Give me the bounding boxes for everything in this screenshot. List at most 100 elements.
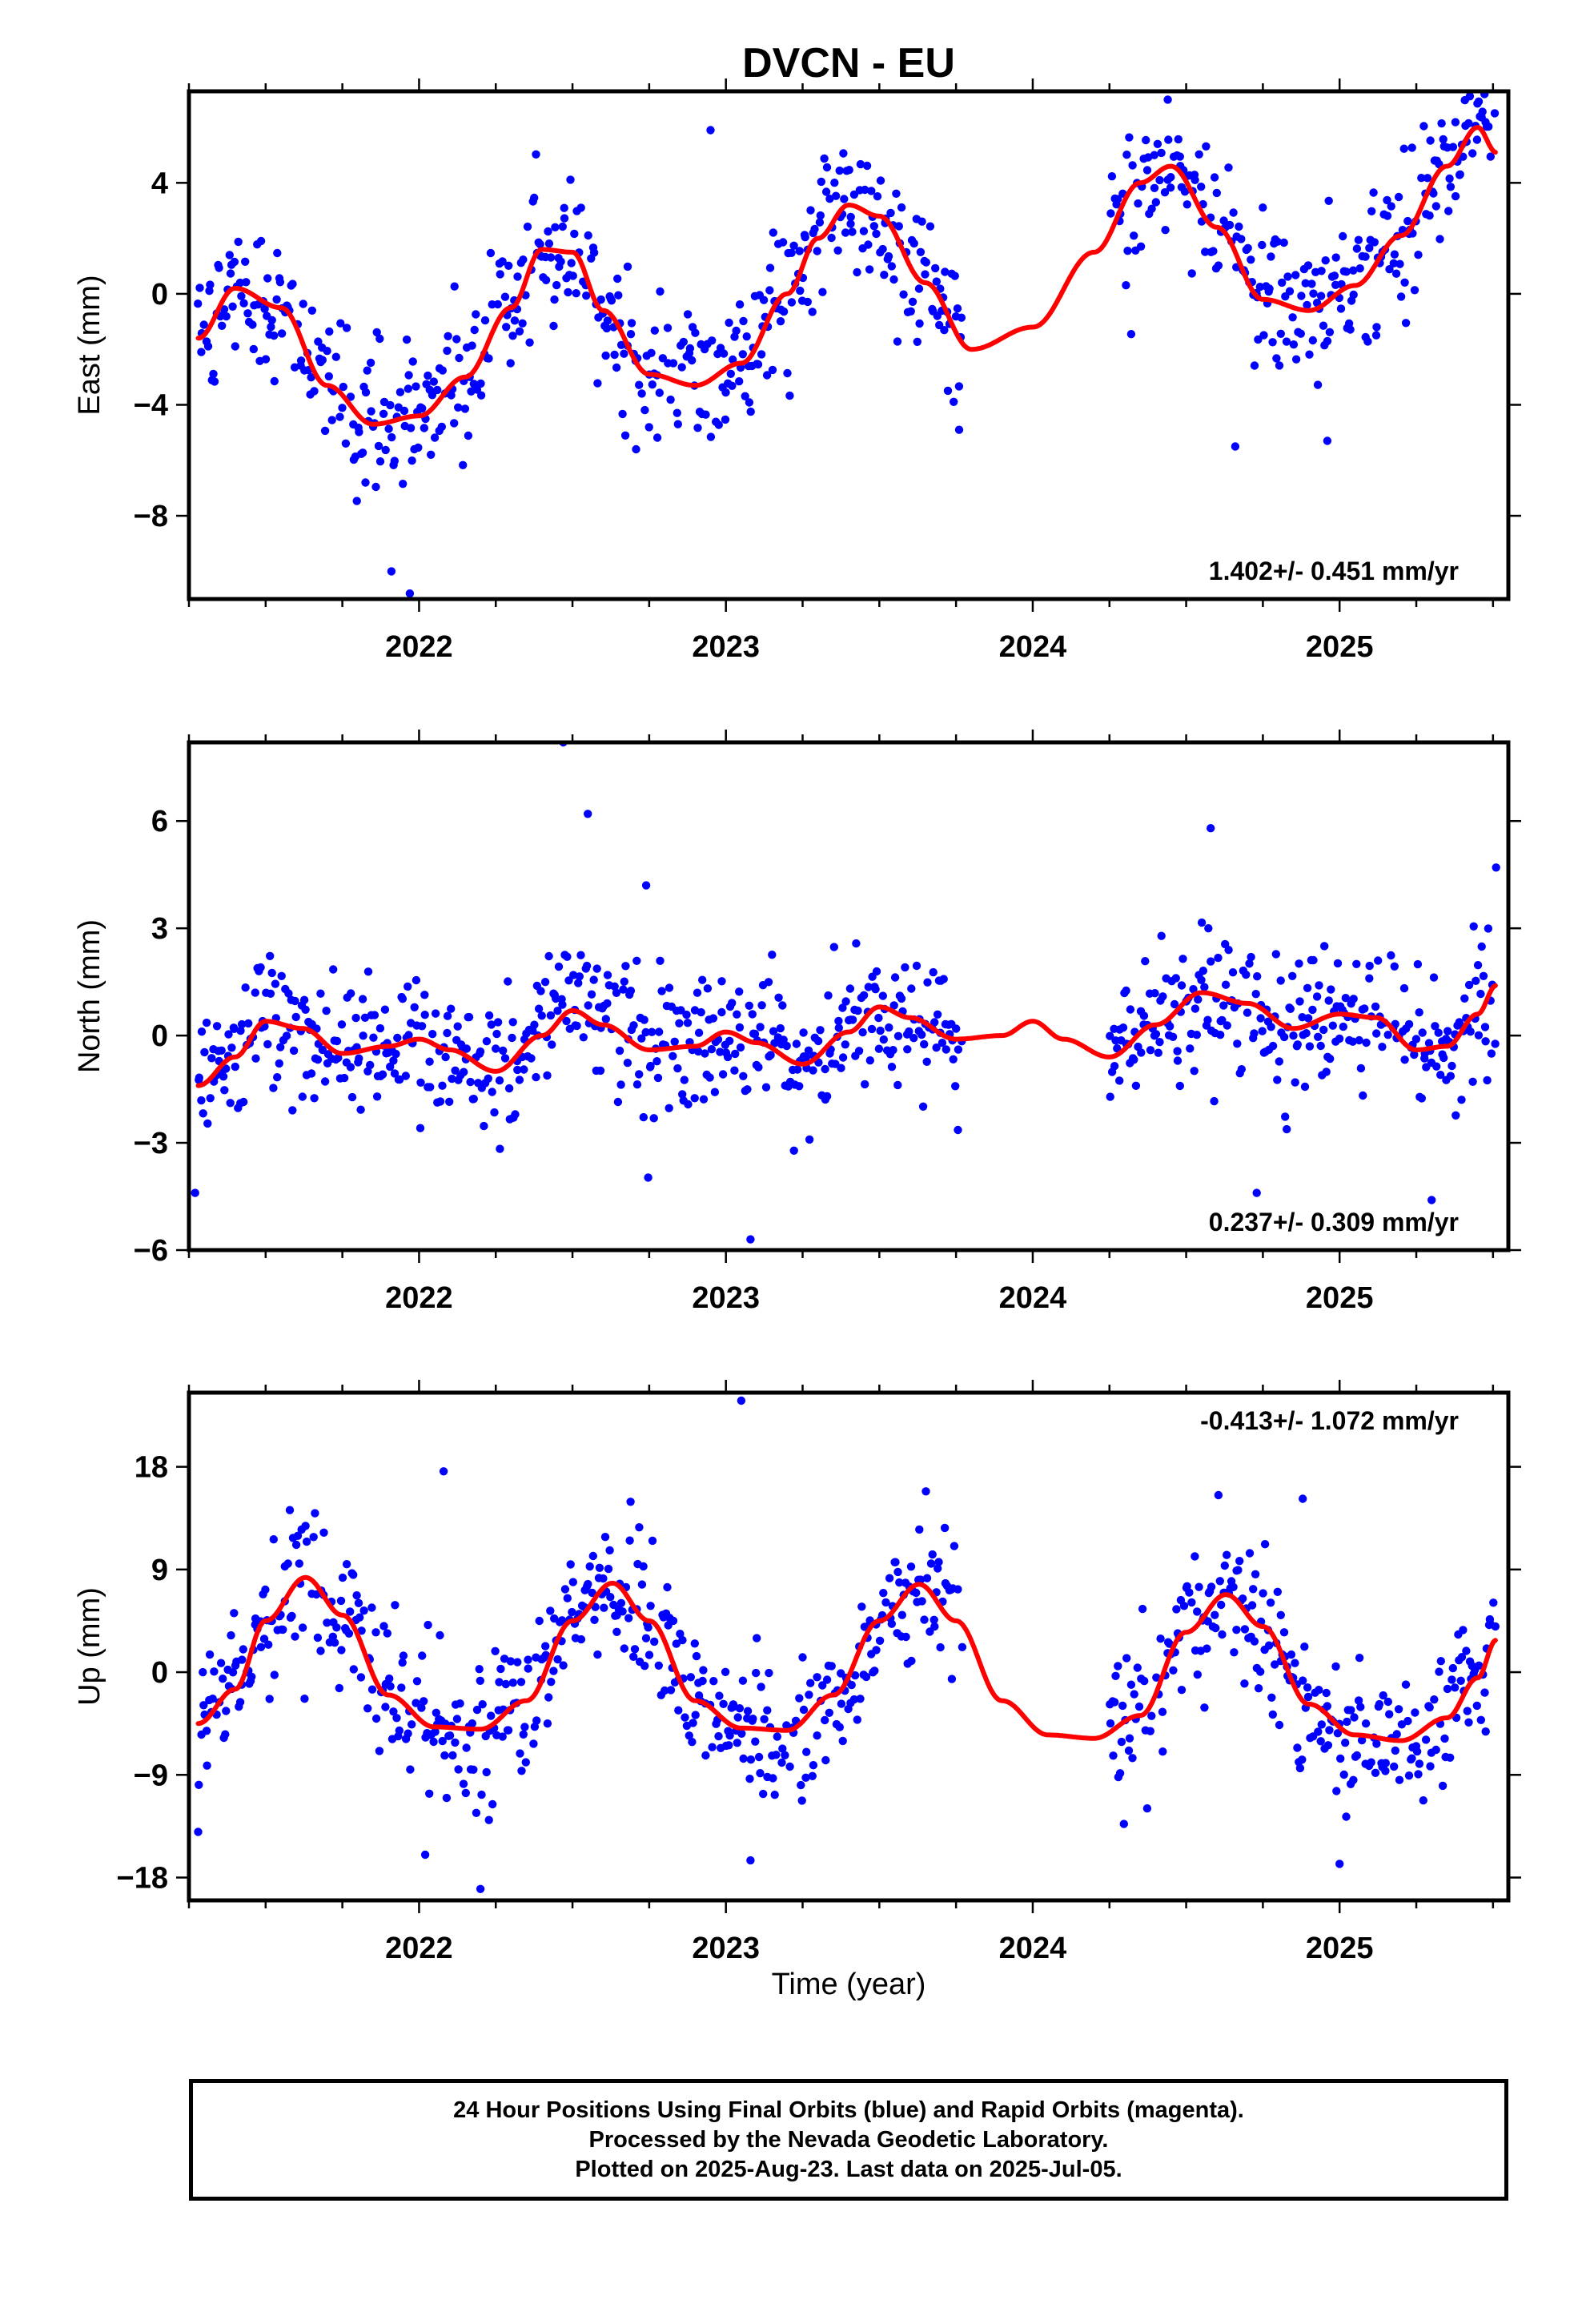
data-point xyxy=(544,1693,553,1702)
data-point xyxy=(1221,980,1231,989)
data-point xyxy=(361,478,370,487)
data-point xyxy=(949,1055,958,1064)
data-point xyxy=(1115,1769,1125,1778)
data-point xyxy=(1106,209,1115,218)
data-point xyxy=(856,1695,865,1703)
data-point xyxy=(590,1615,599,1625)
data-point xyxy=(461,1788,470,1798)
data-point xyxy=(652,433,662,442)
data-point xyxy=(500,292,510,301)
data-point xyxy=(1418,1028,1427,1037)
data-point xyxy=(327,416,336,424)
data-point xyxy=(841,228,850,237)
data-point xyxy=(389,1056,398,1065)
data-point xyxy=(1251,1570,1260,1579)
data-point xyxy=(456,1699,464,1708)
data-point xyxy=(789,241,798,250)
data-point xyxy=(612,1627,621,1637)
data-point xyxy=(1114,1662,1122,1671)
data-point xyxy=(472,385,482,394)
data-point xyxy=(400,406,409,416)
data-point xyxy=(1379,1691,1387,1700)
data-point xyxy=(893,1567,902,1577)
data-point xyxy=(389,1707,398,1716)
data-point xyxy=(1111,1671,1120,1680)
data-point xyxy=(1256,1667,1265,1676)
data-point xyxy=(1157,931,1166,940)
data-point xyxy=(1446,1753,1455,1762)
data-point xyxy=(452,335,461,344)
data-point xyxy=(669,359,678,368)
data-point xyxy=(197,1096,206,1105)
data-point xyxy=(387,432,396,442)
data-point xyxy=(872,967,881,976)
plot-frame xyxy=(187,1390,1511,1903)
data-point xyxy=(576,1634,586,1644)
data-point xyxy=(1232,1626,1241,1634)
data-point xyxy=(1411,1708,1419,1717)
data-point xyxy=(241,983,250,992)
data-point xyxy=(834,1016,843,1026)
data-point xyxy=(367,1603,376,1612)
data-point xyxy=(384,424,393,433)
data-point xyxy=(552,280,561,290)
data-point xyxy=(410,1003,419,1012)
data-point xyxy=(351,1013,360,1023)
data-point xyxy=(408,1720,416,1729)
data-point xyxy=(669,1051,677,1061)
data-point xyxy=(630,1645,640,1654)
data-point xyxy=(530,1723,540,1731)
data-point xyxy=(1217,1600,1226,1610)
data-point xyxy=(1152,1673,1161,1682)
data-point xyxy=(894,222,904,231)
data-point xyxy=(806,1679,815,1687)
data-point xyxy=(195,283,204,292)
data-point xyxy=(764,978,773,987)
data-point xyxy=(1191,1004,1200,1013)
data-point xyxy=(897,203,906,212)
data-point xyxy=(714,1731,723,1741)
data-point xyxy=(412,382,420,391)
data-point xyxy=(821,1715,829,1725)
data-point xyxy=(1268,1710,1278,1719)
data-point xyxy=(1237,235,1246,243)
data-point xyxy=(890,973,900,982)
data-point xyxy=(199,1701,208,1710)
data-point xyxy=(1394,1705,1403,1714)
data-point xyxy=(551,223,560,231)
x-tick-label: 2023 xyxy=(692,630,760,664)
data-point xyxy=(1117,1737,1126,1747)
data-point xyxy=(1352,244,1362,253)
data-point xyxy=(1331,253,1340,262)
data-point xyxy=(202,1018,211,1027)
data-point xyxy=(1281,1112,1290,1121)
data-point xyxy=(301,1522,310,1530)
data-point xyxy=(506,1657,516,1666)
data-point xyxy=(1442,78,1450,86)
data-point xyxy=(691,1711,700,1719)
data-point xyxy=(733,1010,741,1019)
data-point xyxy=(1151,1030,1161,1039)
data-point xyxy=(1341,994,1351,1003)
data-point xyxy=(218,321,227,330)
data-point xyxy=(675,1019,684,1028)
data-point xyxy=(1114,195,1122,203)
data-point xyxy=(620,431,630,440)
data-point xyxy=(347,989,355,998)
data-point xyxy=(1250,1637,1259,1646)
data-point xyxy=(1150,183,1159,192)
data-point xyxy=(470,325,479,335)
data-point xyxy=(886,208,895,218)
data-point xyxy=(733,1739,741,1747)
data-point xyxy=(1219,1001,1228,1010)
data-point xyxy=(859,991,869,1000)
data-point xyxy=(206,1094,215,1103)
data-point xyxy=(1210,173,1219,182)
data-point xyxy=(889,1001,898,1010)
data-point xyxy=(1279,1032,1289,1042)
data-point xyxy=(1273,1587,1283,1597)
data-point xyxy=(644,423,653,432)
data-point xyxy=(1381,1759,1391,1767)
data-point xyxy=(265,1695,274,1703)
data-point xyxy=(1125,133,1134,142)
